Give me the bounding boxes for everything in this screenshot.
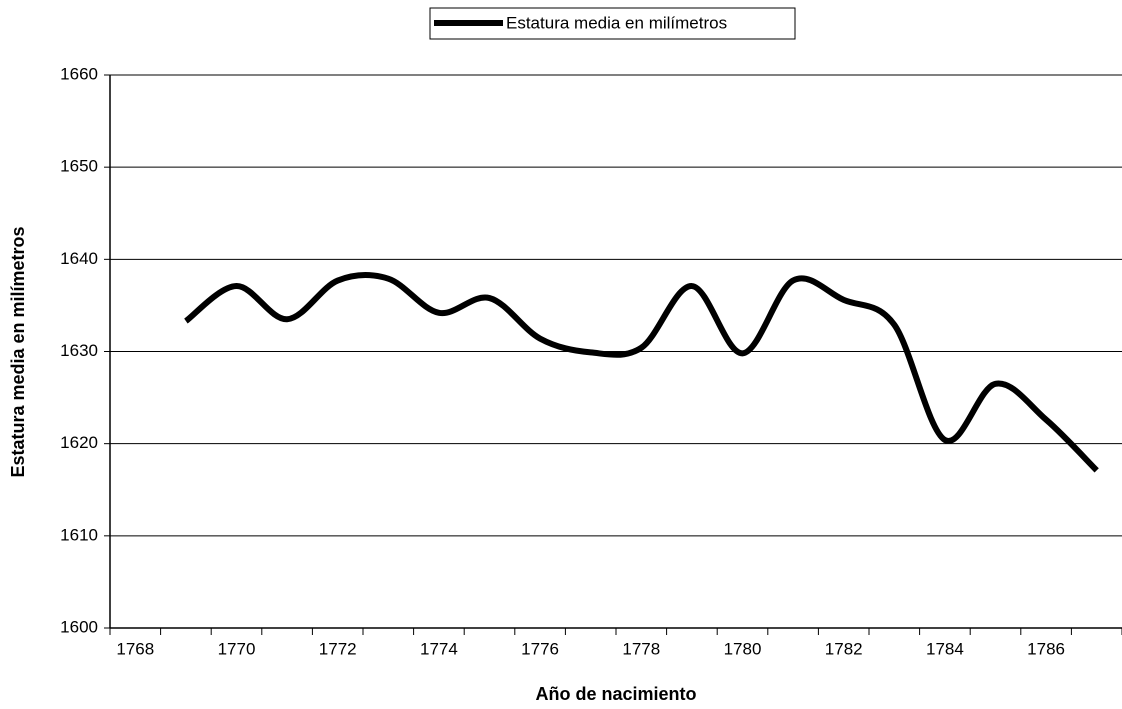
y-axis-title: Estatura media en milímetros bbox=[8, 226, 28, 477]
x-tick-label: 1770 bbox=[218, 639, 256, 658]
x-tick-label: 1782 bbox=[825, 639, 863, 658]
x-tick-label: 1774 bbox=[420, 639, 458, 658]
y-tick-label: 1610 bbox=[60, 525, 98, 544]
x-tick-label: 1778 bbox=[622, 639, 660, 658]
x-tick-label: 1784 bbox=[926, 639, 964, 658]
y-tick-label: 1650 bbox=[60, 157, 98, 176]
line bbox=[184, 272, 1099, 473]
x-axis-title: Año de nacimiento bbox=[535, 684, 696, 704]
y-tick-label: 1600 bbox=[60, 617, 98, 636]
y-tick-label: 1630 bbox=[60, 341, 98, 360]
y-tick-label: 1660 bbox=[60, 64, 98, 83]
y-tick-label: 1640 bbox=[60, 249, 98, 268]
legend-label: Estatura media en milímetros bbox=[506, 13, 727, 32]
x-tick-label: 1768 bbox=[116, 639, 154, 658]
x-tick-label: 1776 bbox=[521, 639, 559, 658]
x-tick-label: 1772 bbox=[319, 639, 357, 658]
y-tick-label: 1620 bbox=[60, 433, 98, 452]
x-tick-label: 1780 bbox=[724, 639, 762, 658]
x-tick-label: 1786 bbox=[1027, 639, 1065, 658]
